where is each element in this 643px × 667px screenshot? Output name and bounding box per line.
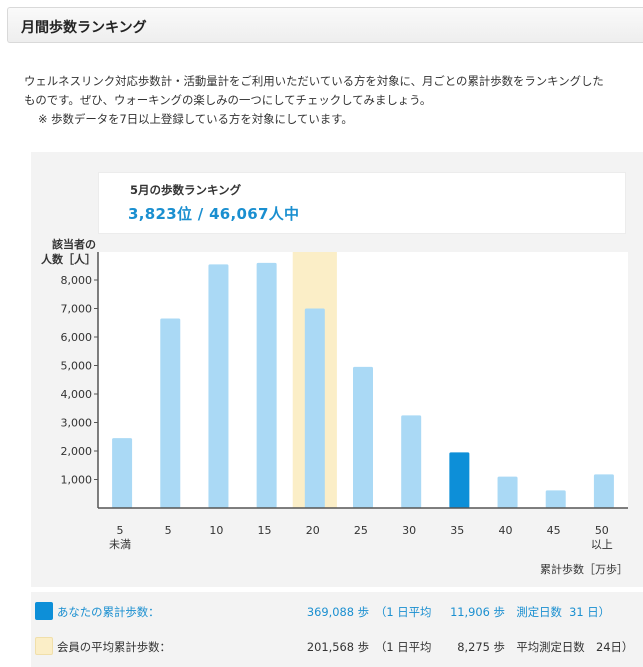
legend-average-value: 201,568 歩: [306, 640, 369, 654]
bar-9: [545, 490, 566, 508]
x-tick-label-2: 10: [209, 524, 223, 537]
legend-row-average: 会員の平均累計歩数： 201,568 歩 （1 日平均 8,275 歩 平均測定…: [31, 634, 643, 660]
x-tick-label-4: 20: [306, 524, 320, 537]
y-tick-label-7: 8,000: [61, 274, 93, 287]
x-tick-label-1: 5: [165, 524, 172, 537]
legend-average-detail: （1 日平均 8,275 歩 平均測定日数 24日）: [375, 640, 634, 654]
legend-swatch-you: [35, 602, 53, 620]
bar-10: [593, 474, 614, 508]
bar-4: [304, 308, 325, 508]
x-tick-label-10: 50: [595, 524, 609, 537]
y-tick-label-6: 7,000: [61, 303, 93, 316]
x-tick-label-7: 35: [450, 524, 464, 537]
y-tick-label-2: 3,000: [61, 417, 93, 430]
y-tick-label-3: 4,000: [61, 388, 93, 401]
bar-chart: 1,000 2,000 3,000 4,000 5,000 6,000 7,000 8,000…: [41, 237, 628, 576]
x-tick-label-6: 30: [402, 524, 416, 537]
legend-you-detail: （1 日平均 11,906 歩 測定日数 31 日）: [375, 605, 611, 619]
bar-6: [401, 415, 422, 508]
header-bar: 月間歩数ランキング: [7, 7, 643, 43]
bar-5: [353, 366, 373, 508]
legend: あなたの累計歩数： 369,088 歩 （1 日平均 11,906 歩 測定日数…: [31, 592, 643, 667]
x-tick-label-9: 45: [547, 524, 561, 537]
bar-8: [497, 476, 518, 508]
legend-row-you: あなたの累計歩数： 369,088 歩 （1 日平均 11,906 歩 測定日数…: [31, 599, 643, 625]
bar-1: [160, 318, 181, 508]
y-tick-label-4: 5,000: [61, 360, 93, 373]
x-tick-label-5: 25: [354, 524, 368, 537]
legend-you-label: あなたの累計歩数：: [57, 605, 160, 619]
x-axis-label: 累計歩数［万歩］: [540, 562, 628, 576]
y-axis-label-line-2: 人数［人］: [41, 252, 96, 266]
intro-line-2: ものです。ぜひ、ウォーキングの楽しみの一つにしてチェックしてみましょう。: [24, 93, 432, 107]
ranking-value: 3,823位 / 46,067人中: [128, 205, 300, 223]
ranking-title: 5月の歩数ランキング: [130, 183, 242, 197]
legend-average-label: 会員の平均累計歩数：: [57, 640, 171, 654]
x-tick-label-0: 5: [117, 524, 124, 537]
y-axis-label-line-1: 該当者の: [52, 237, 96, 251]
y-tick-label-5: 6,000: [61, 331, 93, 344]
x-tick-label-3: 15: [258, 524, 272, 537]
legend-you-value: 369,088 歩: [306, 605, 369, 619]
bar-7: [449, 452, 470, 508]
page-title: 月間歩数ランキング: [21, 20, 147, 36]
y-tick-label-1: 2,000: [61, 445, 93, 458]
legend-swatch-average: [35, 637, 53, 655]
ranking-box: 5月の歩数ランキング 3,823位 / 46,067人中: [98, 172, 626, 234]
y-tick-label-0: 1,000: [61, 474, 93, 487]
x-tick-label-10-sub: 以上: [591, 538, 613, 551]
intro-note: ※ 歩数データを7日以上登録している方を対象にしています。: [38, 112, 353, 126]
bar-0: [112, 438, 133, 508]
intro-text: ウェルネスリンク対応歩数計・活動量計をご利用いただいている方を対象に、月ごとの累…: [24, 72, 639, 129]
x-tick-label-0-sub: 未満: [109, 538, 131, 551]
bar-2: [208, 264, 229, 508]
bar-3: [256, 262, 277, 508]
x-tick-label-8: 40: [498, 524, 512, 537]
intro-line-1: ウェルネスリンク対応歩数計・活動量計をご利用いただいている方を対象に、月ごとの累…: [24, 74, 604, 88]
